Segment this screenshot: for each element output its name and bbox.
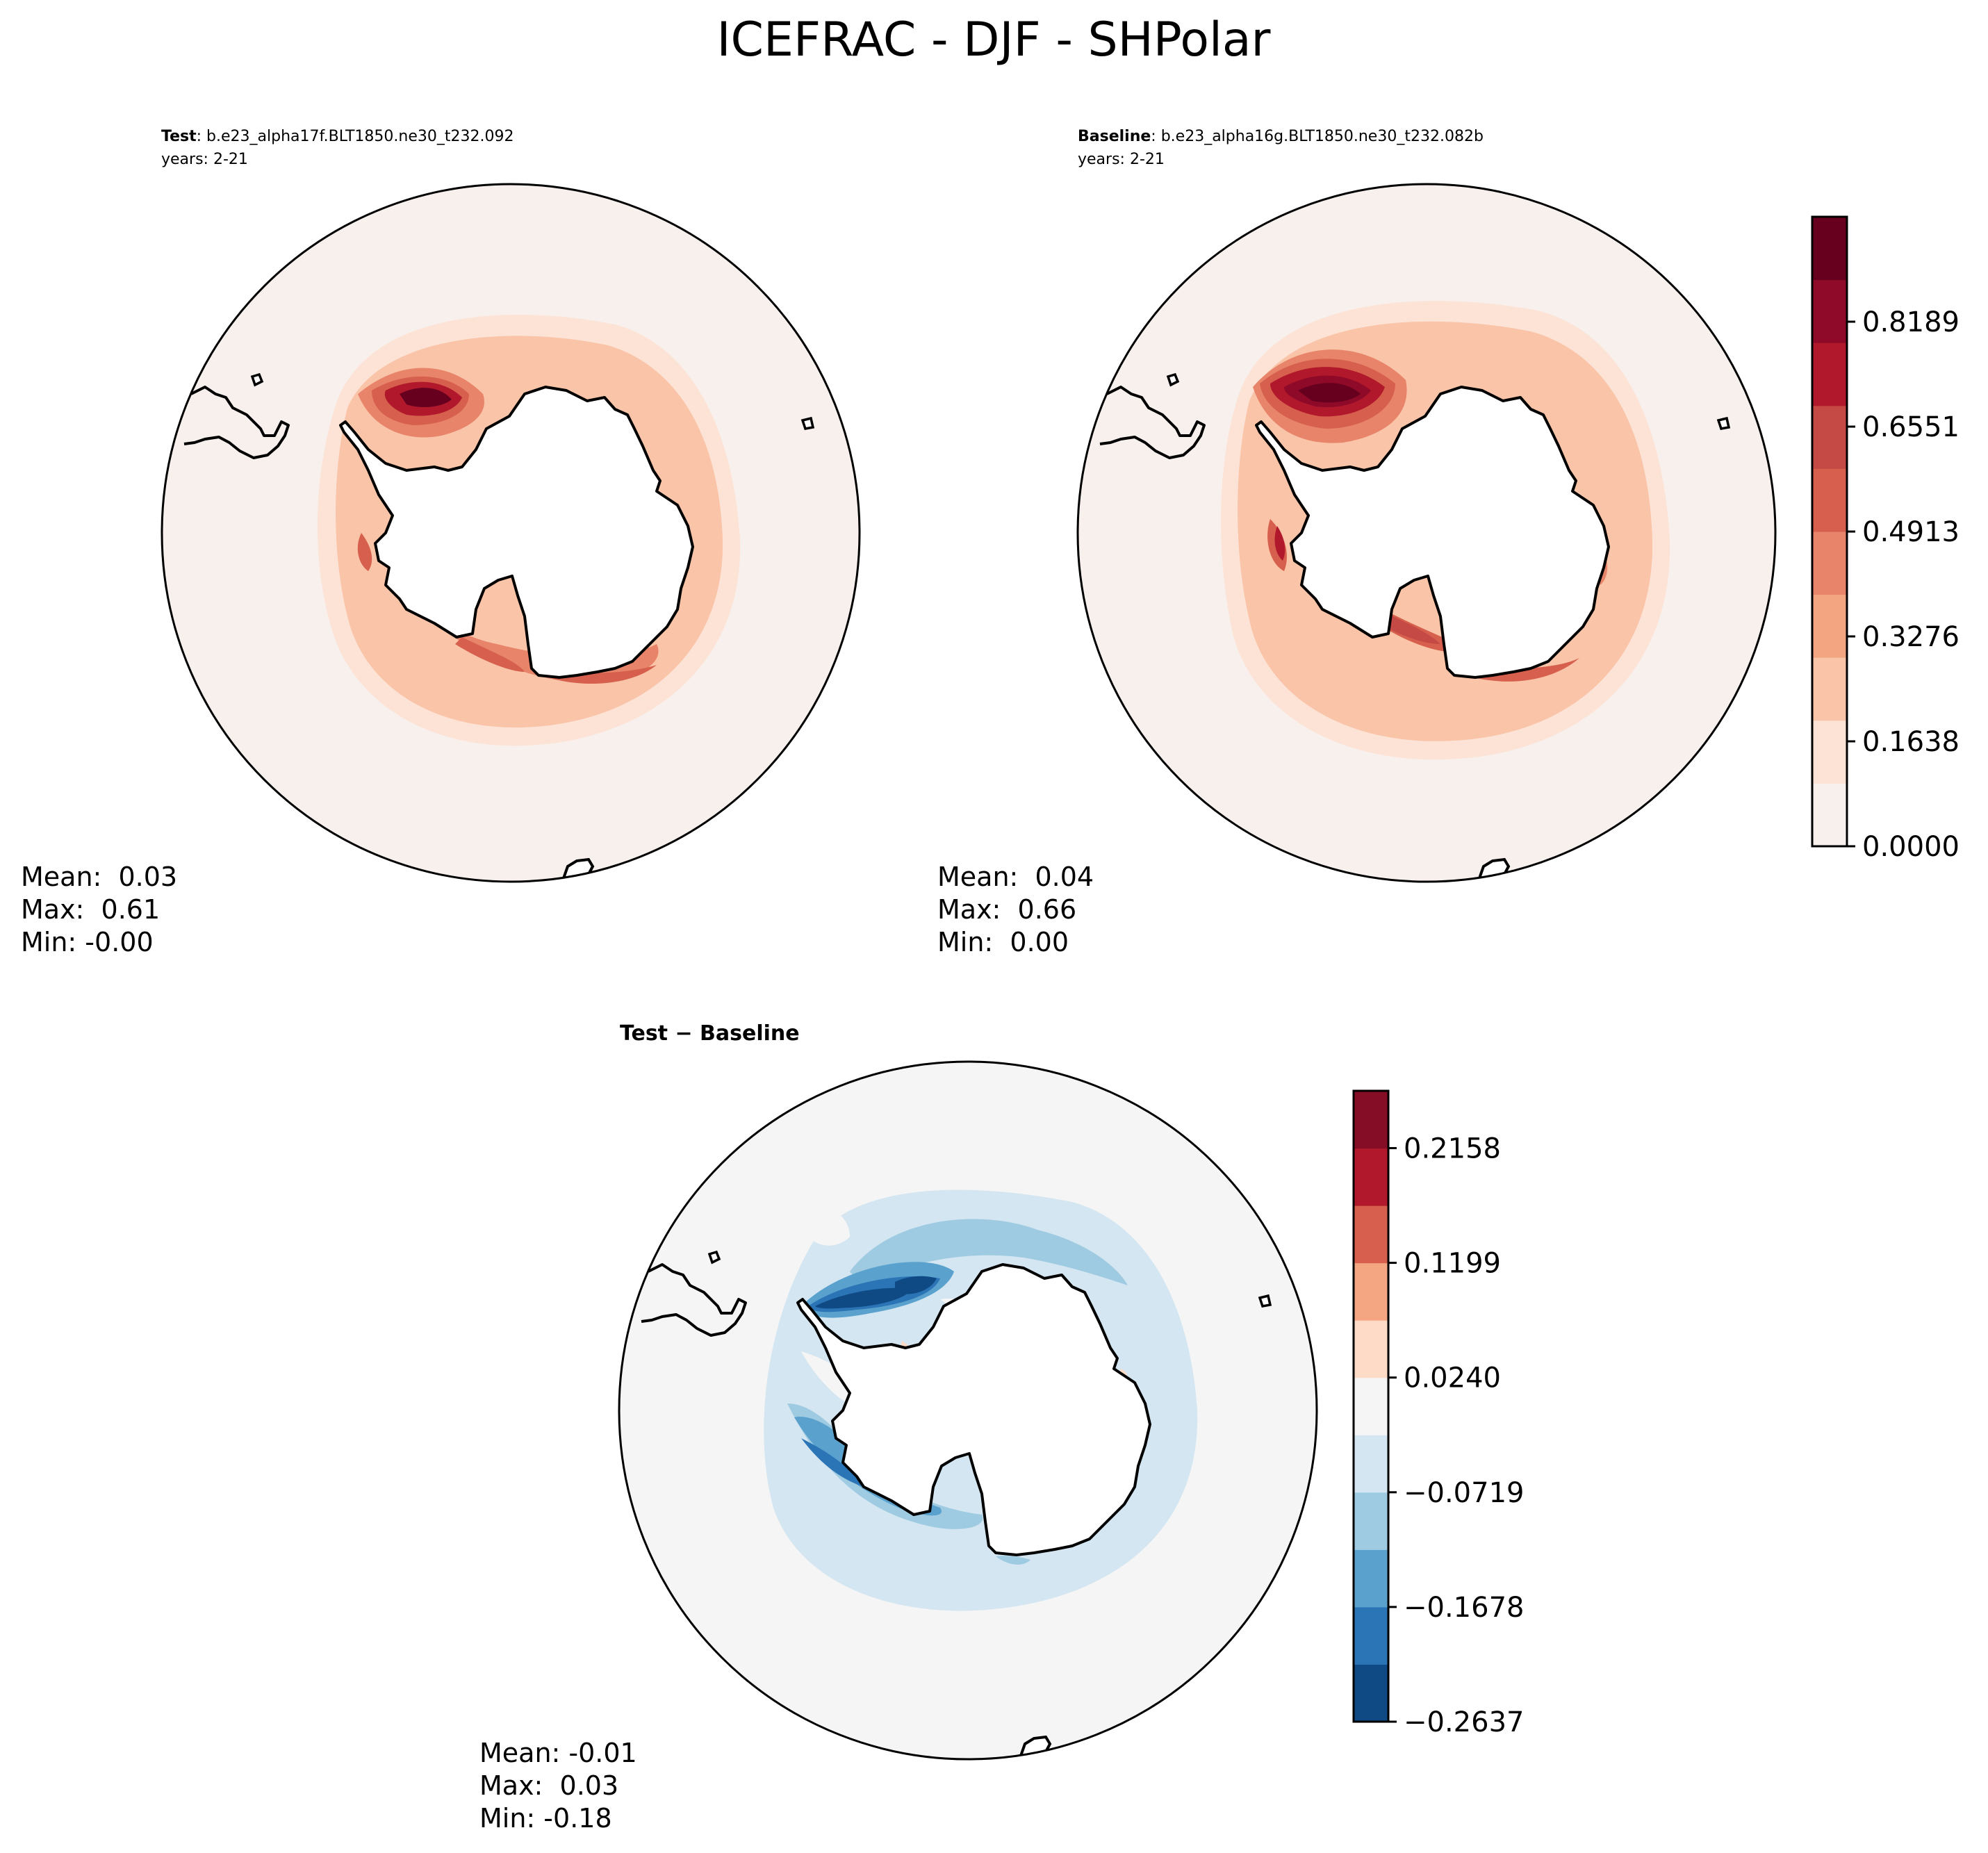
test-label-case: : b.e23_alpha17f.BLT1850.ne30_t232.092 bbox=[197, 128, 514, 145]
difference-colorbar-tick-label: 0.1199 bbox=[1404, 1248, 1501, 1280]
top-colorbar-tick-label: 0.4913 bbox=[1862, 516, 1960, 548]
test-stat-max: Max: 0.61 bbox=[21, 894, 160, 925]
test-panel-label: Test: b.e23_alpha17f.BLT1850.ne30_t232.0… bbox=[161, 128, 514, 145]
top-colorbar-segment bbox=[1812, 720, 1847, 784]
baseline-stat-max: Max: 0.66 bbox=[937, 894, 1076, 925]
difference-colorbar-tick-label: 0.2158 bbox=[1404, 1133, 1501, 1164]
difference-stat-mean: Mean: -0.01 bbox=[479, 1738, 637, 1768]
test-label-bold: Test bbox=[161, 128, 197, 145]
figure-title: ICEFRAC - DJF - SHPolar bbox=[717, 13, 1271, 67]
difference-colorbar-segment bbox=[1354, 1205, 1388, 1264]
baseline-label-case: : b.e23_alpha16g.BLT1850.ne30_t232.082b bbox=[1151, 128, 1484, 145]
top-colorbar-segment bbox=[1812, 343, 1847, 406]
test-panel: Test: b.e23_alpha17f.BLT1850.ne30_t232.0… bbox=[21, 128, 861, 957]
baseline-map bbox=[1078, 184, 1775, 882]
baseline-label-bold: Baseline bbox=[1078, 128, 1151, 145]
difference-panel: Test − Baseline bbox=[479, 1021, 1318, 1834]
top-colorbar-segment bbox=[1812, 405, 1847, 469]
top-colorbar-tick-label: 0.1638 bbox=[1862, 726, 1960, 758]
top-colorbar-tick-label: 0.3276 bbox=[1862, 621, 1960, 653]
difference-colorbar-segment bbox=[1354, 1492, 1388, 1550]
difference-panel-label: Test − Baseline bbox=[620, 1021, 800, 1046]
difference-colorbar-tick-label: −0.2637 bbox=[1404, 1706, 1524, 1738]
difference-stat-max: Max: 0.03 bbox=[479, 1770, 618, 1801]
difference-map bbox=[619, 1062, 1317, 1759]
top-colorbar-tick-label: 0.0000 bbox=[1862, 831, 1960, 863]
difference-colorbar-segment bbox=[1354, 1435, 1388, 1493]
top-colorbar-tick-label: 0.8189 bbox=[1862, 306, 1960, 338]
difference-colorbar-segment bbox=[1354, 1549, 1388, 1608]
top-colorbar-segment bbox=[1812, 217, 1847, 281]
difference-colorbar-segment bbox=[1354, 1664, 1388, 1722]
difference-colorbar-segment bbox=[1354, 1091, 1388, 1149]
difference-colorbar-segment bbox=[1354, 1606, 1388, 1665]
top-colorbar-segment bbox=[1812, 594, 1847, 658]
test-stat-mean: Mean: 0.03 bbox=[21, 862, 177, 892]
difference-stat-min: Min: -0.18 bbox=[479, 1803, 612, 1834]
top-colorbar-segment bbox=[1812, 532, 1847, 595]
top-colorbar-segment bbox=[1812, 657, 1847, 721]
difference-colorbar-tick-label: 0.0240 bbox=[1404, 1362, 1501, 1394]
baseline-panel-label: Baseline: b.e23_alpha16g.BLT1850.ne30_t2… bbox=[1078, 128, 1484, 145]
baseline-map-frame bbox=[1076, 183, 1777, 883]
top-colorbar-segment bbox=[1812, 468, 1847, 532]
difference-colorbar-segment bbox=[1354, 1377, 1388, 1435]
difference-colorbar-segment bbox=[1354, 1262, 1388, 1321]
baseline-panel-years: years: 2-21 bbox=[1078, 151, 1165, 168]
top-colorbar-segment bbox=[1812, 279, 1847, 343]
top-colorbar-segment bbox=[1812, 783, 1847, 847]
difference-colorbar-segment bbox=[1354, 1320, 1388, 1378]
difference-colorbar-segment bbox=[1354, 1148, 1388, 1206]
top-colorbar: 0.0000 0.1638 0.3276 0.4913 0.6551 0.8189 bbox=[1811, 215, 1960, 863]
difference-colorbar-frame bbox=[1352, 1089, 1390, 1723]
top-colorbar-tick-label: 0.6551 bbox=[1862, 411, 1960, 443]
test-panel-years: years: 2-21 bbox=[161, 151, 248, 168]
test-map bbox=[162, 184, 860, 882]
test-map-frame bbox=[161, 183, 861, 883]
difference-colorbar: −0.2637 −0.1678 −0.0719 0.0240 0.1199 0.2158 bbox=[1352, 1089, 1524, 1738]
difference-colorbar-tick-label: −0.0719 bbox=[1404, 1477, 1524, 1509]
baseline-stat-min: Min: 0.00 bbox=[937, 927, 1069, 957]
difference-colorbar-tick-label: −0.1678 bbox=[1404, 1592, 1524, 1624]
difference-map-frame bbox=[618, 1060, 1318, 1761]
baseline-stat-mean: Mean: 0.04 bbox=[937, 862, 1094, 892]
baseline-panel: Baseline: b.e23_alpha16g.BLT1850.ne30_t2… bbox=[937, 128, 1777, 957]
test-stat-min: Min: -0.00 bbox=[21, 927, 154, 957]
